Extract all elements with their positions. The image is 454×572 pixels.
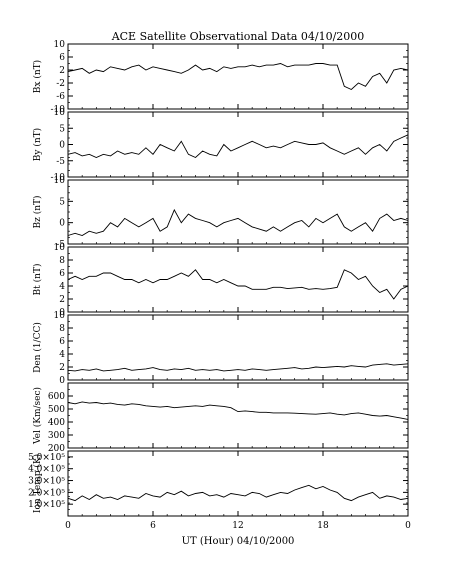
x-tick-label: 12 — [232, 521, 243, 531]
den-ytick-label: 10 — [54, 311, 66, 321]
temp-frame — [67, 450, 409, 517]
by-ytick-label: -10 — [51, 173, 66, 183]
bx-series-line — [67, 63, 409, 91]
temp-ylabel: Ion Temp (K) — [32, 454, 43, 513]
bt-ytick-label: 4 — [59, 282, 65, 292]
bz-series-line — [67, 208, 409, 236]
bt-ytick-label: 8 — [59, 256, 65, 266]
panel-bz: -5 0 5 10 Bz (nT) — [32, 176, 409, 250]
temp-ytick-label: 3.0×10⁵ — [28, 477, 65, 487]
temp-ytick-label: 1.0×10⁵ — [28, 500, 65, 510]
x-tick-label: 0 — [65, 521, 71, 531]
temp-ytick-label: 2.0×10⁵ — [28, 488, 65, 498]
bx-frame — [67, 43, 409, 110]
den-ylabel: Den (1/CC) — [32, 322, 43, 373]
by-ytick-label: 5 — [59, 124, 65, 134]
temp-ytick-label: 5.0×10⁵ — [28, 453, 65, 463]
chart-title: ACE Satellite Observational Data 04/10/2… — [111, 30, 365, 43]
x-tick-label: 6 — [150, 521, 156, 531]
bx-ylabel: Bx (nT) — [32, 60, 43, 93]
temp-ytick-label: 4.0×10⁵ — [28, 465, 65, 475]
vel-ytick-label: 600 — [48, 392, 65, 402]
panel-bt: 0 2 4 6 8 10 Bt (nT) — [32, 243, 409, 318]
den-ytick-label: 2 — [59, 363, 65, 373]
vel-ytick-label: 500 — [48, 405, 65, 415]
by-ytick-label: -5 — [56, 157, 65, 167]
x-tick-label: 18 — [317, 521, 329, 531]
by-ylabel: By (nT) — [32, 128, 43, 161]
den-ytick-label: 6 — [59, 337, 65, 347]
vel-ytick-label: 300 — [48, 431, 65, 441]
vel-series-line — [67, 401, 409, 420]
vel-ytick-label: 400 — [48, 418, 65, 428]
bt-frame — [67, 246, 409, 313]
bx-ytick-label: -2 — [56, 79, 65, 89]
bt-ytick-label: 10 — [54, 243, 66, 253]
bt-series-line — [67, 269, 409, 300]
panel-den: 0 2 4 6 8 10 Den (1/CC) — [32, 311, 409, 386]
bx-ytick-label: -6 — [56, 92, 65, 102]
x-tick-label: 0 — [405, 521, 411, 531]
bz-ytick-label: 5 — [59, 197, 65, 207]
bx-ytick-label: 10 — [54, 40, 66, 50]
bt-ytick-label: 6 — [59, 269, 65, 279]
panel-bx: -10 -6 -2 2 6 10 Bx (nT) — [32, 40, 409, 115]
bz-frame — [67, 179, 409, 245]
bx-ytick-label: -10 — [51, 105, 66, 115]
by-ytick-label: 0 — [59, 141, 65, 151]
vel-frame — [67, 382, 409, 449]
bt-ytick-label: 2 — [59, 295, 65, 305]
den-ytick-label: 4 — [59, 350, 65, 360]
x-axis-label: UT (Hour) 04/10/2000 — [182, 536, 295, 547]
bx-ytick-label: 6 — [59, 53, 65, 63]
temp-series-line — [67, 484, 409, 502]
by-series-line — [67, 134, 409, 159]
den-series-line — [67, 363, 409, 372]
vel-ytick-label: 200 — [48, 444, 65, 454]
panel-vel: 200 300 400 500 600 Vel (Km/sec) — [32, 382, 409, 454]
bz-ylabel: Bz (nT) — [32, 195, 43, 228]
den-ytick-label: 0 — [59, 376, 65, 386]
bt-ytick-label: 0 — [59, 308, 65, 318]
bz-ytick-label: 0 — [59, 219, 65, 229]
bz-ytick-label: -5 — [56, 240, 65, 250]
panels-group: -10 -6 -2 2 6 10 Bx (nT) -10 -5 0 5 10 By (nT) -5 0 5 10… — [28, 40, 411, 531]
den-frame — [67, 314, 409, 381]
by-frame — [67, 111, 409, 178]
bt-ylabel: Bt (nT) — [32, 264, 43, 296]
den-ytick-label: 8 — [59, 324, 65, 334]
panel-by: -10 -5 0 5 10 By (nT) — [32, 108, 409, 183]
bz-ytick-label: 10 — [54, 176, 66, 186]
bx-ytick-label: 2 — [59, 66, 65, 76]
vel-ylabel: Vel (Km/sec) — [32, 387, 43, 445]
by-ytick-label: 10 — [54, 108, 66, 118]
